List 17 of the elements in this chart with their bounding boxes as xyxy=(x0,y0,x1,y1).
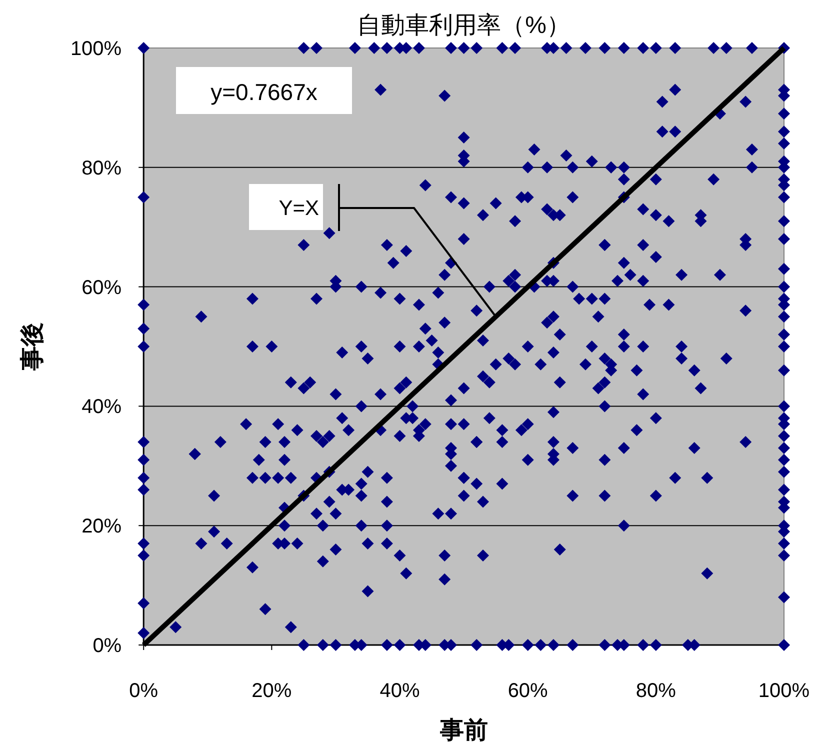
x-tick-label: 0% xyxy=(129,680,158,702)
y-tick-label: 60% xyxy=(82,276,122,299)
x-tick-label: 80% xyxy=(636,680,676,702)
chart-title: 自動車利用率（%） xyxy=(357,12,570,39)
y-tick-label: 100% xyxy=(70,38,122,60)
y-axis-title: 事後 xyxy=(19,322,46,372)
x-axis-title: 事前 xyxy=(438,717,488,744)
x-tick-label: 20% xyxy=(252,680,292,702)
x-tick-label: 100% xyxy=(758,680,810,702)
annotation: y=0.7667x xyxy=(210,79,318,105)
x-tick-label: 40% xyxy=(380,680,420,702)
y-tick-label: 20% xyxy=(82,516,122,538)
y-tick-label: 80% xyxy=(82,157,122,180)
legend-label: Y=X xyxy=(278,197,319,220)
y-tick-label: 0% xyxy=(92,635,122,657)
y-tick-label: 40% xyxy=(82,396,122,418)
x-tick-label: 60% xyxy=(508,680,548,702)
